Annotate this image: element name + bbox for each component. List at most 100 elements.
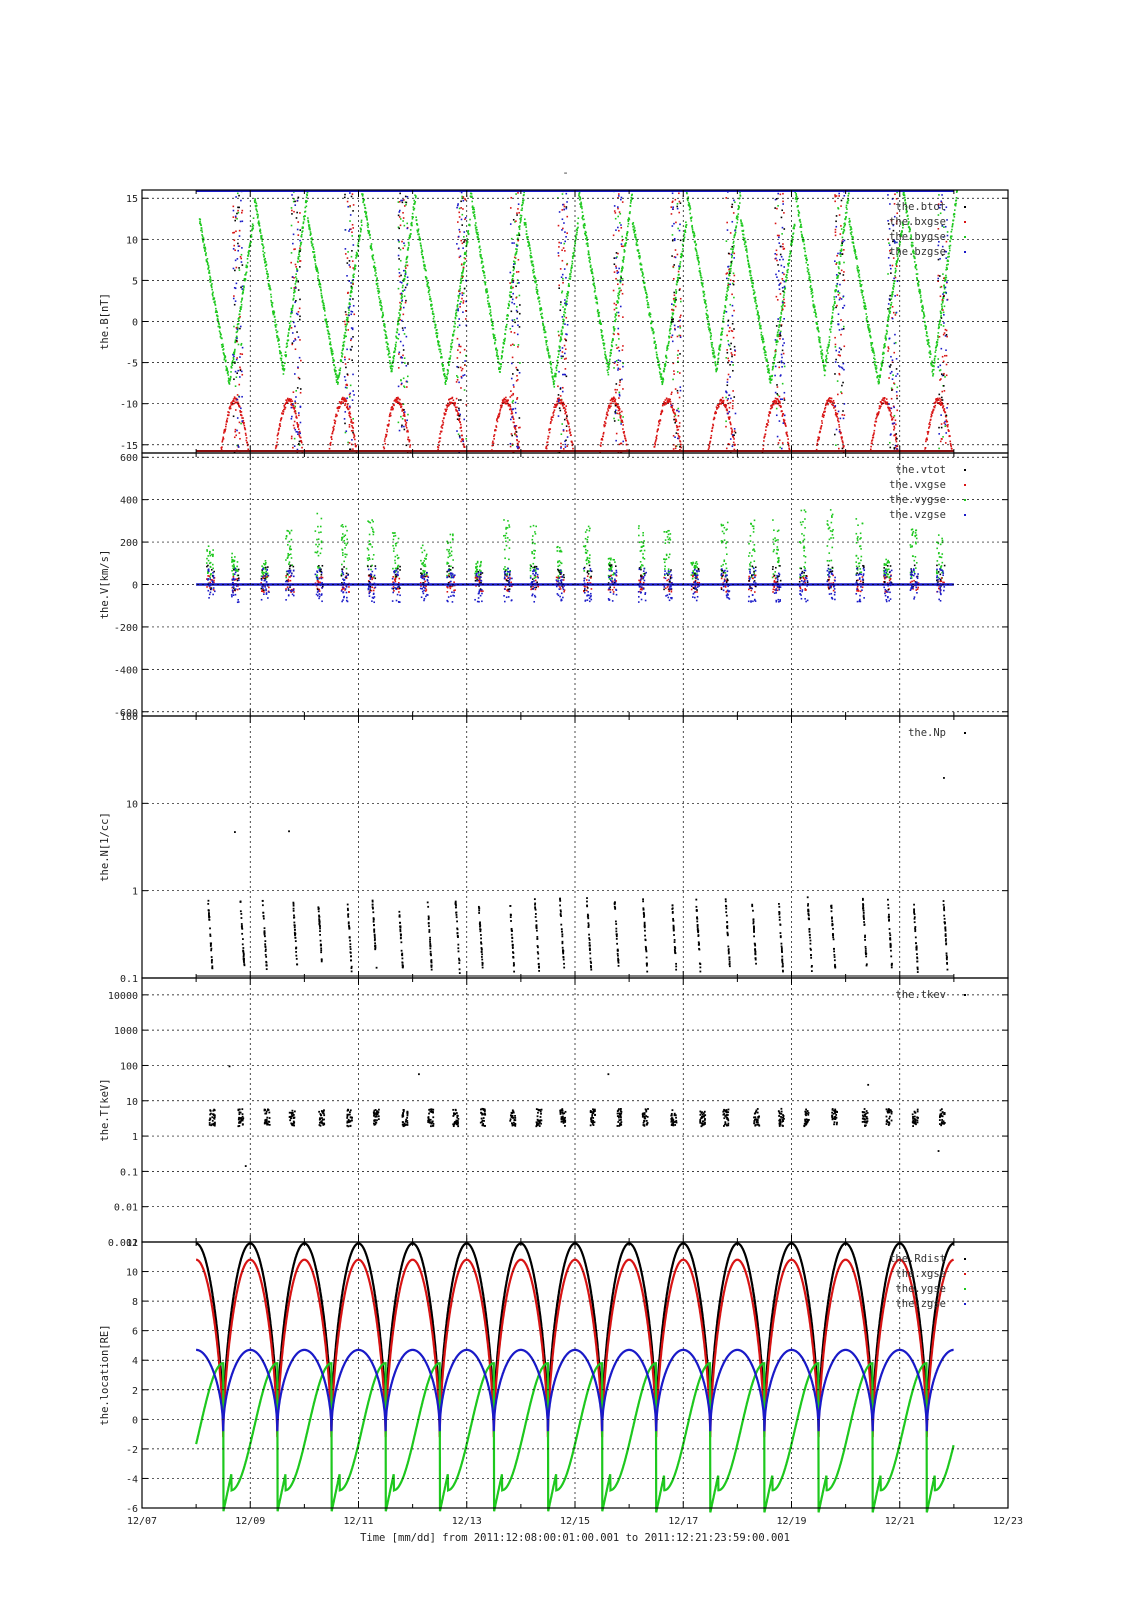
x-tick-label: 12/17 xyxy=(668,1516,698,1527)
zgse-line xyxy=(196,1348,954,1432)
bzgse-points xyxy=(232,190,949,454)
legend-entry: the.ygse xyxy=(895,1283,946,1295)
y-tick-label: 4 xyxy=(132,1356,138,1367)
legend-entry: the.xgse xyxy=(895,1268,946,1280)
x-tick-label: 12/23 xyxy=(993,1516,1023,1527)
legend-5: the.Rdist the.xgse the.ygse the.zgse xyxy=(889,1253,966,1310)
x-tick-label: 12/13 xyxy=(452,1516,482,1527)
legend-entry: the.Rdist xyxy=(889,1253,946,1265)
legend-swatch xyxy=(964,732,966,734)
y-tick-labels-1: 15 10 5 0 -5 -10 -15 xyxy=(120,194,138,452)
y-tick-label: 8 xyxy=(132,1297,138,1308)
y-axis-label: the.location[RE] xyxy=(99,1324,111,1425)
tkev-points xyxy=(208,1065,946,1167)
legend-swatch xyxy=(964,206,966,208)
y-tick-label: -200 xyxy=(114,623,138,634)
y-tick-labels-3: 100 10 1 0.1 xyxy=(120,712,138,985)
y-tick-label: 5 xyxy=(132,276,138,287)
x-tick-label: 12/11 xyxy=(343,1516,373,1527)
legend-1: the.btot the.bxgse the.bygse the.bzgse xyxy=(889,201,966,258)
legend-entry: the.bxgse xyxy=(889,216,946,228)
y-tick-label: 1000 xyxy=(114,1026,138,1037)
xgse-line xyxy=(196,1258,954,1438)
y-tick-label: 0.1 xyxy=(120,1167,138,1178)
x-tick-label: 12/07 xyxy=(127,1516,157,1527)
legend-swatch xyxy=(964,236,966,238)
y-tick-label: -6 xyxy=(126,1504,138,1515)
legend-entry: the.tkev xyxy=(895,989,946,1001)
legend-4: the.tkev xyxy=(895,989,966,1001)
btot-points xyxy=(232,190,948,454)
y-axis-label: the.B[nT] xyxy=(99,293,111,350)
y-tick-label: 10 xyxy=(126,1097,138,1108)
legend-swatch xyxy=(964,499,966,501)
y-tick-label: 100 xyxy=(120,1061,138,1072)
y-tick-label: 6 xyxy=(132,1327,138,1338)
legend-entry: the.vtot xyxy=(895,464,946,476)
legend-entry: the.vxgse xyxy=(889,479,946,491)
y-tick-label: -15 xyxy=(120,441,138,452)
y-tick-label: 10000 xyxy=(108,991,138,1002)
y-tick-label: 2 xyxy=(132,1386,138,1397)
x-axis-label: Time [mm/dd] from 2011:12:08:00:01:00.00… xyxy=(360,1532,790,1544)
legend-entry: the.bygse xyxy=(889,231,946,243)
y-tick-labels-4: 10000 1000 100 10 1 0.1 0.01 0.001 xyxy=(108,991,138,1249)
y-tick-label: 0 xyxy=(132,581,138,592)
y-tick-label: 0.1 xyxy=(120,974,138,985)
legend-2: the.vtot the.vxgse the.vygse the.vzgse xyxy=(889,464,966,521)
y-tick-label: 12 xyxy=(126,1238,138,1249)
legend-swatch xyxy=(964,514,966,516)
legend-swatch xyxy=(964,251,966,253)
vygse-points xyxy=(205,509,944,580)
x-tick-label: 12/19 xyxy=(776,1516,806,1527)
y-tick-label: 15 xyxy=(126,194,138,205)
y-tick-label: -600 xyxy=(114,708,138,719)
y-tick-label: 400 xyxy=(120,496,138,507)
legend-swatch xyxy=(964,469,966,471)
panel-frame xyxy=(141,1241,1009,1509)
y-tick-label: 10 xyxy=(126,799,138,810)
legend-swatch xyxy=(964,1303,966,1305)
y-axis-label: the.V[km/s] xyxy=(99,550,111,620)
y-tick-label: 0.001 xyxy=(108,1238,138,1249)
legend-swatch xyxy=(964,994,966,996)
y-tick-label: 10 xyxy=(126,1268,138,1279)
x-tick-labels: 12/07 12/09 12/11 12/13 12/15 12/17 12/19 12/21… xyxy=(127,1516,1023,1527)
legend-swatch xyxy=(964,1273,966,1275)
chart-title: - xyxy=(562,166,569,179)
bxgse-points xyxy=(220,190,953,454)
y-tick-label: 0 xyxy=(132,318,138,329)
y-tick-labels-2: 600 400 200 0 -200 -400 -600 xyxy=(114,453,138,719)
y-tick-label: -2 xyxy=(126,1445,138,1456)
legend-entry: the.zgse xyxy=(895,1298,946,1310)
y-tick-label: 1 xyxy=(132,1132,138,1143)
y-tick-label: -4 xyxy=(126,1474,138,1485)
y-tick-label: -400 xyxy=(114,665,138,676)
y-tick-label: 600 xyxy=(120,453,138,464)
y-tick-label: 1 xyxy=(132,887,138,898)
y-axis-label: the.T[keV] xyxy=(99,1078,111,1141)
legend-entry: the.btot xyxy=(895,201,946,213)
legend-3: the.Np xyxy=(908,727,966,739)
y-tick-label: 100 xyxy=(120,712,138,723)
y-tick-labels-5: 12 10 8 6 4 2 0 -2 -4 -6 xyxy=(126,1238,138,1515)
x-tick-label: 12/15 xyxy=(560,1516,590,1527)
y-tick-label: 0 xyxy=(132,1415,138,1426)
y-tick-label: 200 xyxy=(120,538,138,549)
x-tick-label: 12/09 xyxy=(235,1516,265,1527)
x-tick-label: 12/21 xyxy=(885,1516,915,1527)
y-tick-label: 10 xyxy=(126,235,138,246)
legend-swatch xyxy=(964,1258,966,1260)
y-tick-label: -10 xyxy=(120,400,138,411)
legend-entry: the.Np xyxy=(908,727,946,739)
y-tick-label: 0.01 xyxy=(114,1203,138,1214)
y-tick-label: -5 xyxy=(126,359,138,370)
legend-entry: the.vzgse xyxy=(889,509,946,521)
legend-swatch xyxy=(964,484,966,486)
legend-entry: the.bzgse xyxy=(889,246,946,258)
legend-swatch xyxy=(964,221,966,223)
np-points xyxy=(207,777,949,974)
y-axis-label: the.N[1/cc] xyxy=(99,812,111,882)
legend-swatch xyxy=(964,1288,966,1290)
